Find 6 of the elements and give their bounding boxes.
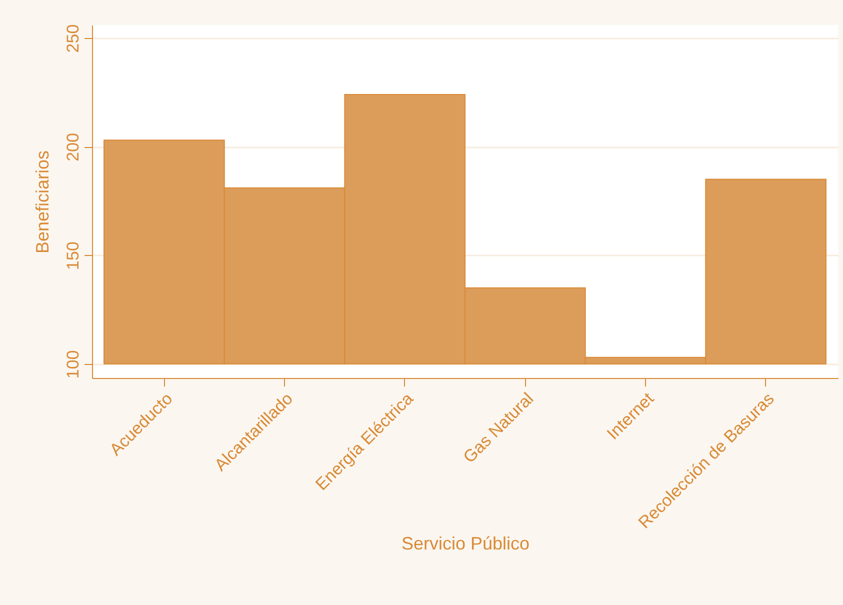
y-axis-title: Beneficiarios [32,150,52,254]
y-tick-label: 250 [64,24,82,53]
y-tick-label: 150 [64,242,82,270]
y-tick-label: 100 [64,350,82,379]
y-tick-label: 200 [64,132,82,162]
x-axis-title: Servicio Público [401,533,530,554]
